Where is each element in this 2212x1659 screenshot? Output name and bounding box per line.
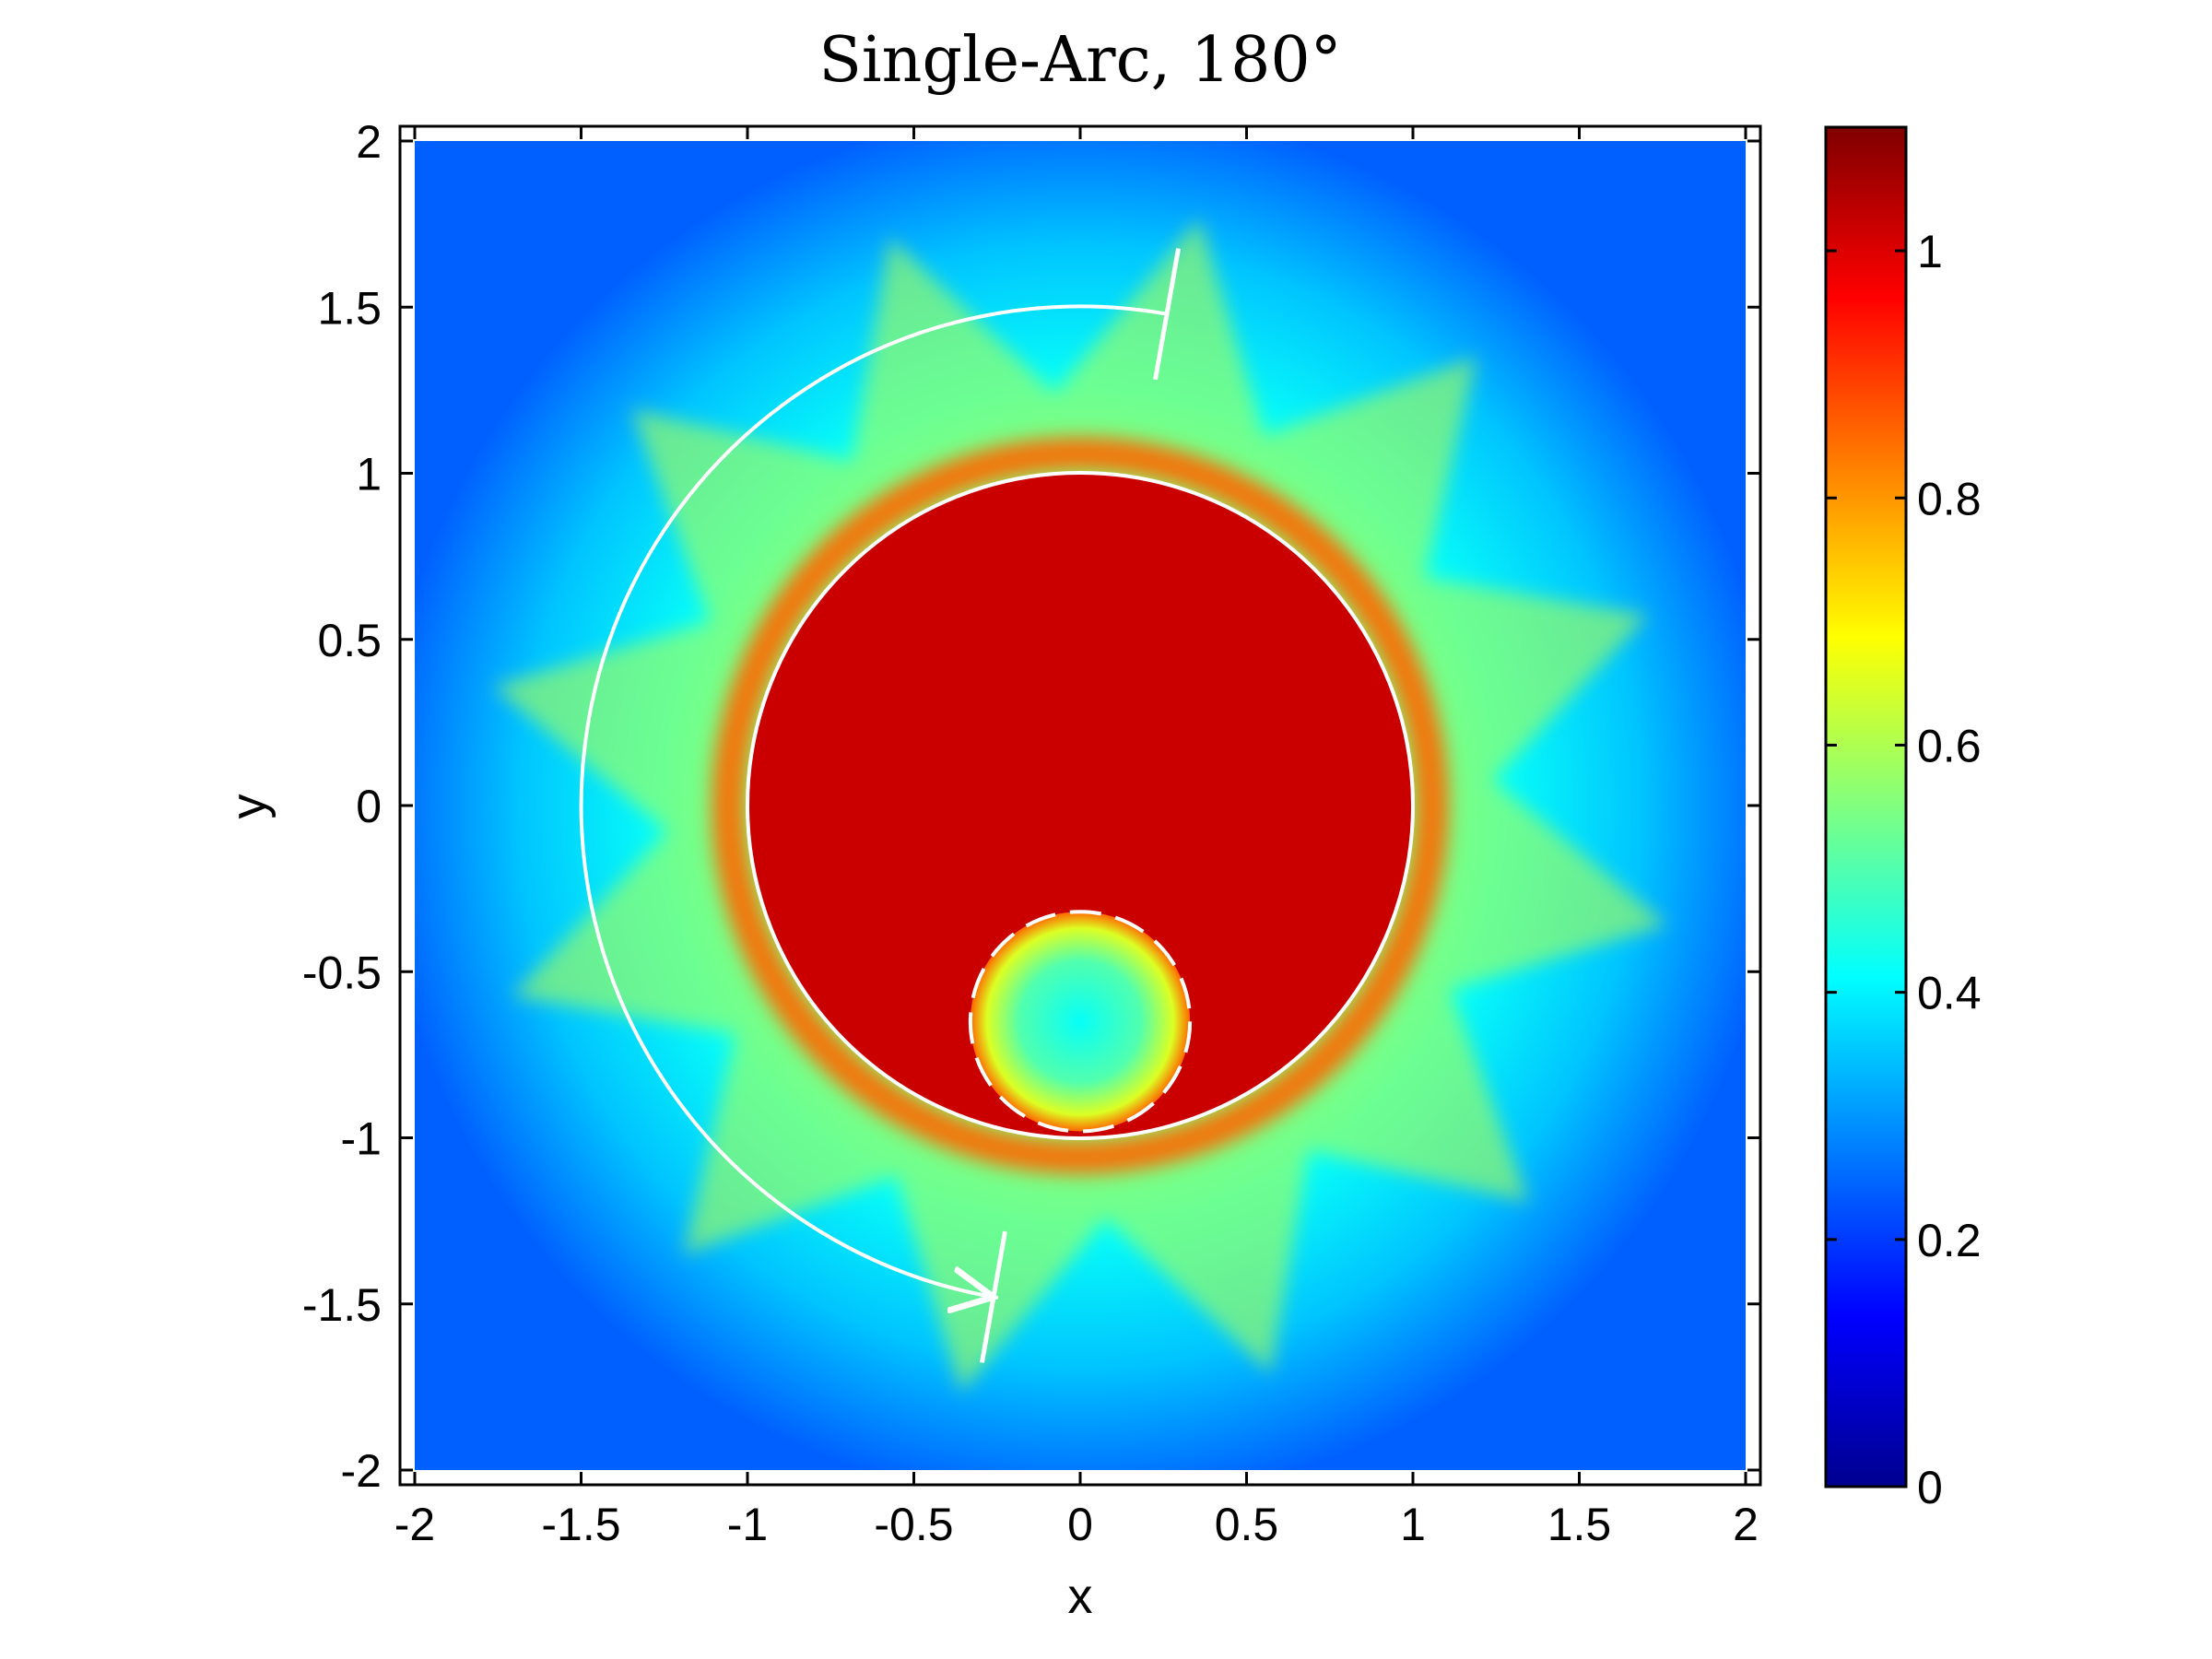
x-axis: -2 -1.5 -1 -0.5 0 0.5 1 1.5 2 — [394, 126, 1759, 1550]
chart-title: Single-Arc, 180° — [818, 24, 1341, 97]
colorbar-tick-label: 0.6 — [1917, 720, 1982, 771]
x-tick-label: 0.5 — [1215, 1499, 1279, 1550]
x-tick-label: 0 — [1067, 1499, 1093, 1550]
y-axis-label: y — [221, 794, 276, 819]
plot-area — [415, 141, 1746, 1470]
y-tick-label: 2 — [356, 116, 382, 168]
y-tick-label: 1 — [356, 449, 382, 500]
y-tick-label: 0 — [356, 781, 382, 832]
x-tick-label: 1 — [1400, 1499, 1426, 1550]
colorbar-tick-label: 0.8 — [1917, 473, 1982, 524]
colorbar-axis: 0 0.2 0.4 0.6 0.8 1 — [1826, 226, 1982, 1513]
heatmap-disk — [747, 473, 1413, 1138]
y-tick-label: 0.5 — [317, 615, 382, 666]
x-tick-label: -1.5 — [541, 1499, 620, 1550]
x-axis-label: x — [1068, 1569, 1093, 1624]
y-tick-label: -1.5 — [302, 1279, 382, 1331]
x-tick-label: -2 — [394, 1499, 435, 1550]
arc-start-tick — [1153, 248, 1182, 381]
object-outline-circle — [746, 471, 1415, 1140]
y-tick-label: -0.5 — [302, 947, 382, 998]
inclusion-dashed-circle — [968, 910, 1193, 1134]
x-tick-label: -0.5 — [874, 1499, 953, 1550]
x-tick-label: 1.5 — [1547, 1499, 1612, 1550]
heatmap-inclusion — [970, 912, 1191, 1132]
colorbar-tick-label: 0.4 — [1917, 968, 1982, 1019]
y-tick-label: -2 — [341, 1445, 382, 1497]
colorbar-tick-label: 0 — [1917, 1462, 1943, 1513]
colorbar-tick-label: 1 — [1917, 226, 1943, 277]
y-tick-label: 1.5 — [317, 282, 382, 334]
scan-arc — [579, 304, 1168, 1298]
heatmap-halo-ring — [712, 437, 1449, 1174]
colorbar-tick-label: 0.2 — [1917, 1215, 1982, 1266]
y-tick-label: -1 — [341, 1113, 382, 1165]
arc-end-tick — [979, 1230, 1007, 1363]
x-tick-label: -1 — [727, 1499, 768, 1550]
y-axis: 2 1.5 1 0.5 0 -0.5 -1 -1.5 -2 — [302, 116, 1760, 1497]
overlays — [579, 248, 1415, 1363]
x-tick-label: 2 — [1733, 1499, 1759, 1550]
colorbar — [1824, 125, 1908, 1488]
